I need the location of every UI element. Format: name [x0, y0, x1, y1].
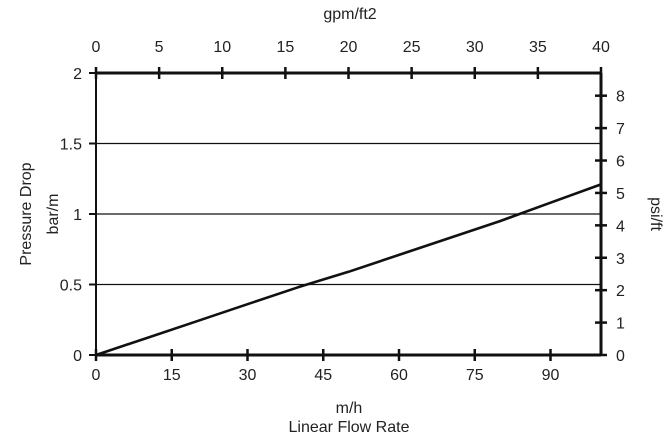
- x2-tick-label: 25: [403, 39, 421, 56]
- x-tick-label: 75: [466, 367, 484, 384]
- y2-tick-label: 5: [616, 186, 625, 203]
- y2-tick-label: 4: [616, 218, 625, 235]
- x-axis-subtitle: Linear Flow Rate: [289, 419, 410, 436]
- x-tick-label: 15: [163, 367, 181, 384]
- x-tick-label: 45: [314, 367, 332, 384]
- x2-tick-label: 35: [529, 39, 547, 56]
- series-line-0: [94, 183, 603, 357]
- x2-axis-title: gpm/ft2: [323, 6, 376, 23]
- tick-labels-group: 0 15 30 45 60 75 900 5 10 15 20 25 30 35 4000.511.5201…: [60, 39, 625, 384]
- series-group: [94, 183, 603, 357]
- y-tick-label: 1: [73, 207, 82, 224]
- y-axis-subtitle: bar/m: [45, 194, 62, 235]
- y-tick-label: 2: [73, 66, 82, 83]
- y-tick-label: 0.5: [60, 278, 82, 295]
- x-tick-label: 0: [92, 367, 101, 384]
- x2-tick-label: 10: [213, 39, 231, 56]
- y2-tick-label: 7: [616, 121, 625, 138]
- ticks-group: [89, 67, 607, 361]
- x2-tick-label: 0: [92, 39, 101, 56]
- x2-tick-label: 5: [155, 39, 164, 56]
- x2-tick-label: 40: [592, 39, 610, 56]
- y2-tick-label: 2: [616, 283, 625, 300]
- y2-tick-label: 1: [616, 316, 625, 333]
- x-tick-label: 90: [542, 367, 560, 384]
- y2-tick-label: 8: [616, 89, 625, 106]
- x2-tick-label: 15: [276, 39, 294, 56]
- y-tick-label: 0: [73, 348, 82, 365]
- y2-tick-label: 3: [616, 251, 625, 268]
- x2-tick-label: 30: [466, 39, 484, 56]
- y2-axis-title: psi/ft: [647, 197, 664, 231]
- y2-tick-label: 0: [616, 348, 625, 365]
- y-tick-label: 1.5: [60, 137, 82, 154]
- x2-tick-label: 20: [340, 39, 358, 56]
- y-axis-title: Pressure Drop: [18, 162, 35, 265]
- x-tick-label: 30: [239, 367, 257, 384]
- x-axis-title: m/h: [336, 400, 363, 417]
- y2-tick-label: 6: [616, 154, 625, 171]
- x-tick-label: 60: [390, 367, 408, 384]
- grid-lines: [96, 142, 601, 286]
